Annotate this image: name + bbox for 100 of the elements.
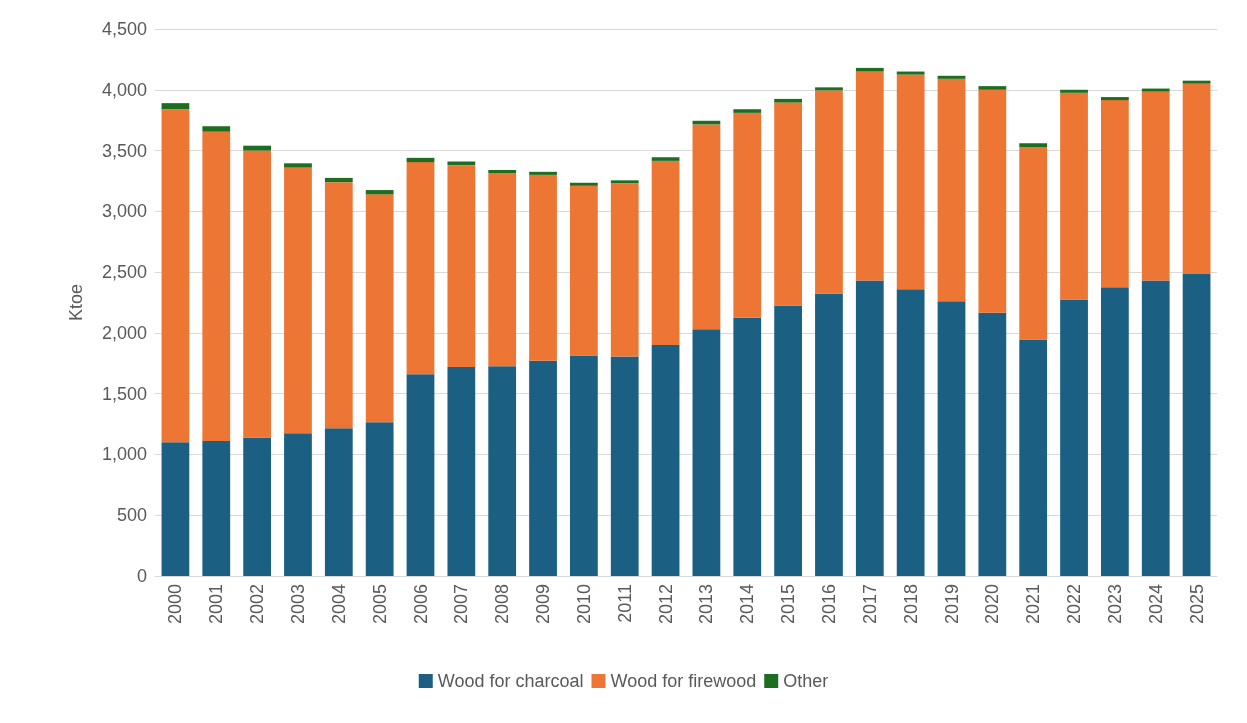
bar: [243, 437, 271, 576]
bar: [324, 428, 353, 576]
bar: [529, 360, 557, 576]
bar: [1060, 299, 1088, 576]
x-tick-label: 2015: [778, 584, 799, 625]
x-tick-label: 2011: [614, 584, 635, 623]
y-tick-label: 500: [116, 505, 147, 526]
y-tick-label: 0: [136, 566, 147, 586]
bar: [529, 174, 557, 361]
bar: [651, 345, 680, 576]
bar: [815, 293, 843, 576]
bar: [284, 433, 312, 576]
bar: [692, 329, 721, 576]
y-axis-title: Ktoe: [66, 283, 86, 322]
bar: [1019, 339, 1048, 576]
bar: [570, 355, 598, 576]
bar: [202, 441, 231, 576]
x-tick-label: 2010: [573, 584, 594, 625]
bar: [488, 173, 517, 367]
x-tick-label: 2012: [655, 584, 676, 625]
y-tick-label: 2,500: [101, 262, 147, 283]
bar: [774, 102, 802, 306]
x-tick-label: 2000: [165, 584, 186, 625]
bar: [202, 126, 231, 132]
bar: [651, 157, 680, 161]
bar: [406, 162, 435, 375]
bar: [774, 98, 802, 103]
bar: [1182, 83, 1211, 274]
legend-label: Wood for charcoal: [437, 671, 584, 691]
bar: [1101, 287, 1129, 576]
x-tick-label: 2014: [737, 584, 758, 625]
bar: [774, 305, 802, 576]
bar: [570, 182, 598, 186]
bar: [161, 103, 190, 110]
x-tick-label: 2007: [451, 584, 472, 625]
bar: [733, 109, 762, 113]
x-tick-label: 2018: [900, 584, 921, 625]
bar: [161, 442, 190, 576]
bar: [406, 374, 435, 576]
bar: [1141, 280, 1170, 576]
bar: [937, 78, 966, 302]
bar: [733, 112, 762, 318]
bar: [937, 75, 966, 79]
bar: [284, 163, 312, 168]
x-tick-label: 2005: [369, 584, 390, 625]
y-tick-label: 1,500: [101, 383, 147, 404]
bar: [447, 366, 476, 576]
y-tick-label: 2,000: [101, 322, 147, 343]
x-tick-label: 2008: [492, 584, 513, 625]
y-tick-label: 3,500: [101, 140, 147, 161]
x-tick-label: 2006: [410, 584, 431, 625]
bar: [488, 170, 517, 174]
bar: [610, 180, 639, 184]
bar: [447, 165, 476, 367]
bar: [570, 185, 598, 356]
x-tick-label: 2022: [1064, 584, 1085, 625]
bar: [1019, 146, 1048, 340]
bar: [1141, 88, 1170, 92]
x-tick-label: 2019: [941, 584, 962, 625]
bar: [284, 167, 312, 434]
bar: [937, 301, 966, 576]
bar: [1060, 92, 1088, 300]
x-tick-label: 2017: [859, 584, 880, 625]
bar: [1141, 91, 1170, 281]
bar: [365, 194, 394, 423]
bar: [447, 161, 476, 166]
x-tick-label: 2004: [328, 584, 349, 625]
x-tick-label: 2023: [1104, 584, 1125, 625]
x-tick-label: 2024: [1145, 584, 1166, 625]
bar: [1101, 97, 1129, 101]
bar: [855, 71, 884, 281]
legend-label: Wood for firewood: [610, 671, 757, 691]
x-tick-label: 2025: [1186, 584, 1207, 625]
bar: [855, 280, 884, 576]
bar: [365, 422, 394, 576]
bar: [324, 177, 353, 183]
bar: [1101, 100, 1129, 288]
x-tick-label: 2020: [982, 584, 1003, 625]
bar: [243, 145, 271, 151]
bar: [978, 89, 1007, 313]
bar: [365, 190, 394, 195]
bar: [896, 289, 925, 576]
bar: [692, 124, 721, 330]
bar: [978, 312, 1007, 576]
bar: [610, 356, 639, 576]
bar: [855, 67, 884, 72]
bar: [978, 86, 1007, 90]
bar: [610, 183, 639, 357]
bar: [324, 182, 353, 429]
y-tick-label: 3,000: [101, 201, 147, 222]
bar: [1060, 89, 1088, 93]
x-tick-label: 2009: [533, 584, 554, 625]
bar: [896, 71, 925, 75]
x-tick-label: 2016: [818, 584, 839, 625]
y-tick-label: 4,000: [101, 79, 147, 100]
bar: [651, 160, 680, 346]
bar: [161, 109, 190, 443]
x-tick-label: 2003: [287, 584, 308, 625]
bar: [815, 90, 843, 294]
bar: [1019, 143, 1048, 147]
